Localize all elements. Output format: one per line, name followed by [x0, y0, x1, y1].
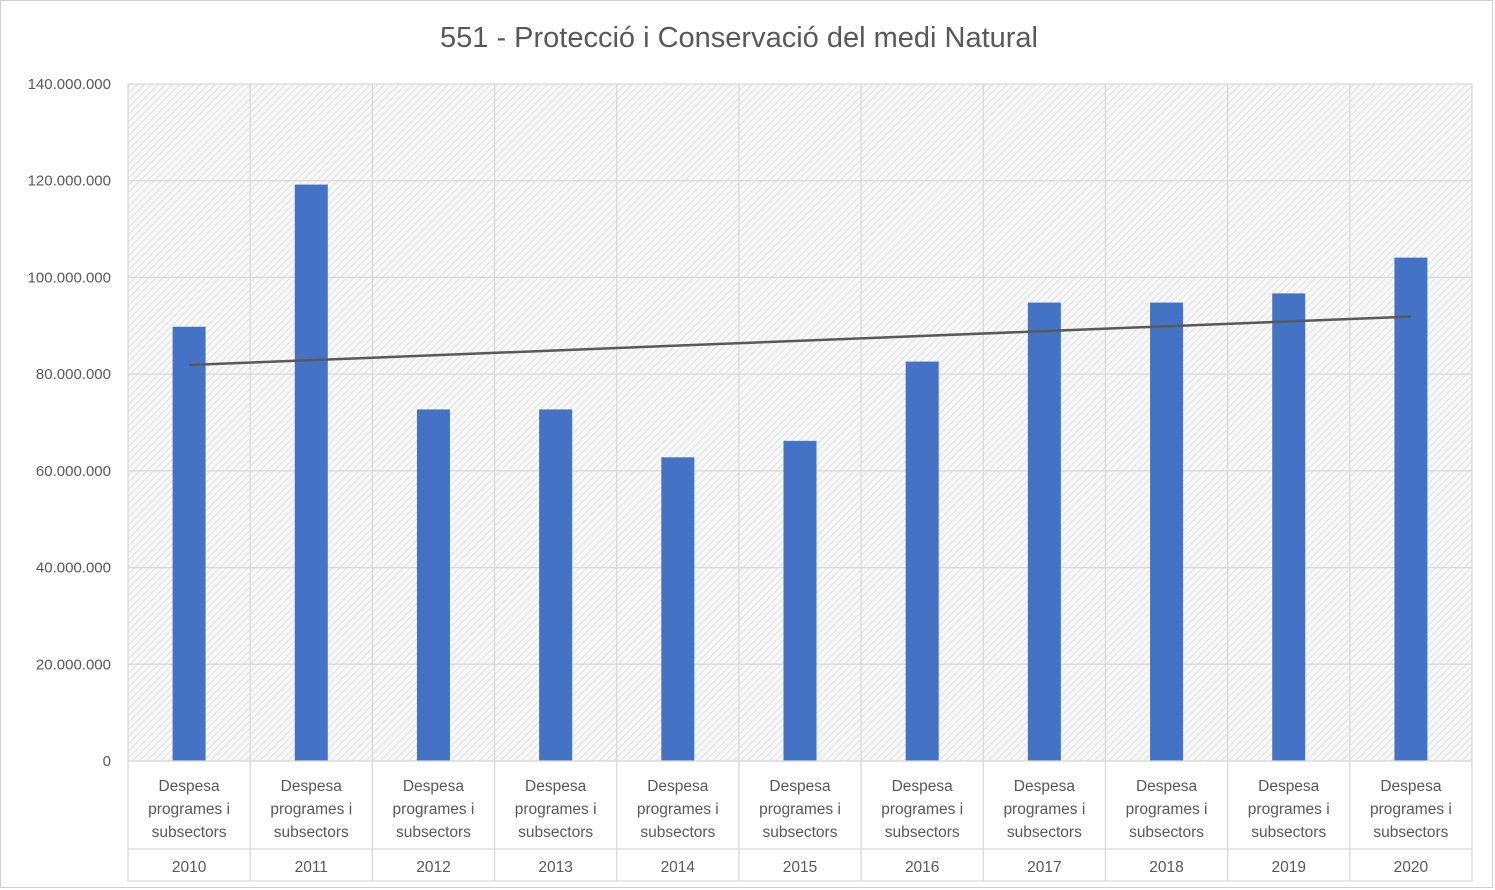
bar-2014 [661, 457, 695, 761]
y-tick-label: 0 [103, 753, 111, 770]
y-tick-label: 120.000.000 [28, 173, 111, 190]
x-series-label-line: subsectors [885, 824, 960, 841]
bar-2019 [1272, 293, 1306, 761]
x-series-label-line: programes i [148, 801, 230, 818]
x-series-label-line: subsectors [1251, 824, 1326, 841]
x-year-label: 2019 [1271, 859, 1305, 876]
x-series-label: Despesa programes i subsectors [148, 778, 230, 841]
x-series-label-line: programes i [881, 801, 963, 818]
bars [172, 184, 1428, 761]
x-series-label-line: Despesa [525, 778, 587, 795]
x-series-label-line: Despesa [892, 778, 954, 795]
grid-lines [127, 83, 1473, 881]
x-year-label: 2011 [295, 859, 328, 876]
x-year-label: 2014 [661, 859, 696, 876]
x-series-label-line: subsectors [152, 824, 227, 841]
trendline-group [189, 315, 1411, 367]
y-tick-label: 80.000.000 [36, 366, 111, 383]
bar-2020 [1394, 257, 1428, 761]
x-series-label: Despesa programes i subsectors [1126, 778, 1208, 841]
x-series-label-line: subsectors [518, 824, 593, 841]
x-series-label-line: Despesa [281, 778, 343, 795]
bar-2015 [783, 440, 817, 761]
x-year-label: 2020 [1394, 859, 1429, 876]
x-series-label: Despesa programes i subsectors [759, 778, 841, 841]
x-series-label: Despesa programes i subsectors [393, 778, 475, 841]
chart-title: 551 - Protecció i Conservació del medi N… [440, 22, 1038, 54]
x-series-label-line: Despesa [1258, 778, 1320, 795]
bar-2018 [1150, 302, 1184, 761]
bar-2012 [416, 409, 450, 761]
x-series-label-line: Despesa [1136, 778, 1198, 795]
x-series-label-line: subsectors [396, 824, 471, 841]
x-series-label-line: subsectors [274, 824, 349, 841]
x-year-label: 2010 [172, 859, 207, 876]
x-series-label-line: programes i [759, 801, 841, 818]
y-tick-label: 60.000.000 [36, 463, 111, 480]
x-series-label: Despesa programes i subsectors [637, 778, 719, 841]
x-series-label-line: programes i [637, 801, 719, 818]
x-year-label: 2016 [905, 859, 939, 876]
x-series-label-line: programes i [1003, 801, 1085, 818]
x-series-label-line: subsectors [640, 824, 715, 841]
x-axis: Despesa programes i subsectors 2010 Despesa p… [128, 760, 1472, 882]
x-series-label-line: subsectors [1007, 824, 1082, 841]
x-year-label: 2018 [1149, 859, 1183, 876]
y-tick-label: 100.000.000 [28, 269, 111, 286]
x-series-label-line: subsectors [1373, 824, 1448, 841]
x-year-label: 2017 [1027, 859, 1061, 876]
bar-2011 [294, 184, 328, 761]
x-series-label-line: subsectors [1129, 824, 1204, 841]
x-series-label-line: Despesa [1014, 778, 1076, 795]
x-series-label: Despesa programes i subsectors [1370, 778, 1452, 841]
x-series-label-line: programes i [1370, 801, 1452, 818]
x-series-label-line: programes i [515, 801, 597, 818]
x-series-label: Despesa programes i subsectors [270, 778, 352, 841]
x-series-label-line: programes i [1126, 801, 1208, 818]
x-series-label-line: Despesa [647, 778, 709, 795]
bar-2013 [539, 409, 573, 761]
x-series-label: Despesa programes i subsectors [881, 778, 963, 841]
x-series-label: Despesa programes i subsectors [515, 778, 597, 841]
x-series-label-line: Despesa [769, 778, 831, 795]
x-series-label-line: Despesa [158, 778, 220, 795]
bar-2016 [905, 361, 939, 761]
x-series-label-line: Despesa [403, 778, 465, 795]
bar-2017 [1027, 302, 1061, 761]
y-tick-label: 140.000.000 [28, 76, 111, 93]
x-series-label-line: programes i [270, 801, 352, 818]
x-series-label: Despesa programes i subsectors [1248, 778, 1330, 841]
trendline [189, 315, 1411, 367]
y-tick-label: 20.000.000 [36, 656, 111, 673]
x-year-label: 2015 [783, 859, 817, 876]
x-series-label: Despesa programes i subsectors [1003, 778, 1085, 841]
x-series-label-line: programes i [393, 801, 475, 818]
x-year-label: 2013 [538, 859, 572, 876]
x-series-label-line: programes i [1248, 801, 1330, 818]
x-series-label-line: subsectors [763, 824, 838, 841]
bar-2010 [172, 326, 206, 761]
x-series-label-line: Despesa [1380, 778, 1442, 795]
y-tick-label: 40.000.000 [36, 560, 111, 577]
y-axis-ticks: 0 20.000.000 40.000.000 60.000.000 80.000.00… [28, 76, 111, 770]
x-year-label: 2012 [416, 859, 450, 876]
